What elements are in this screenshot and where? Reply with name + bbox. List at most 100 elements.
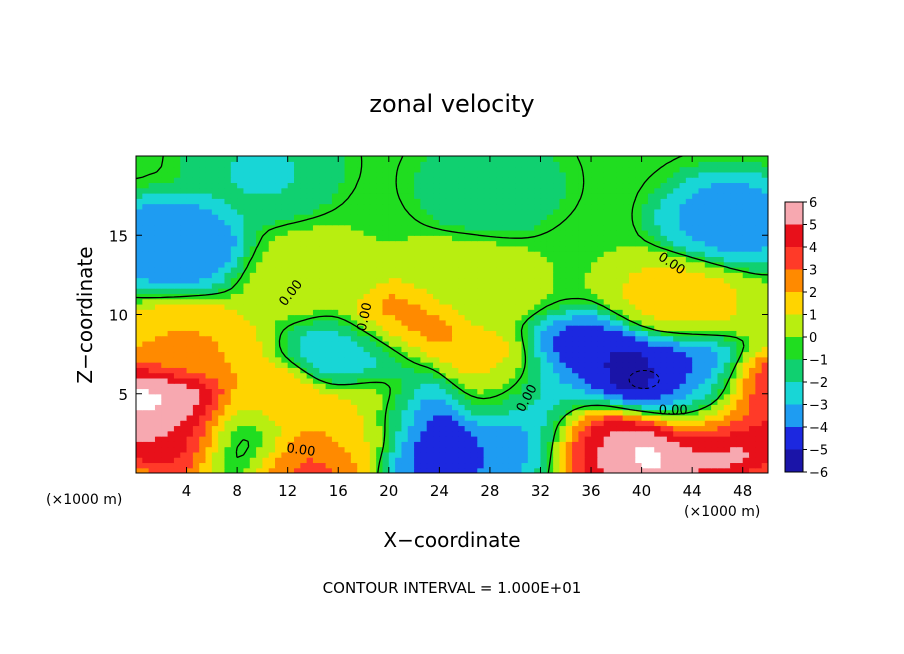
field-cell <box>464 451 472 458</box>
field-cell <box>136 303 143 310</box>
field-cell <box>350 293 358 300</box>
field-cell <box>502 372 510 379</box>
field-cell <box>433 451 440 458</box>
field-cell <box>382 425 390 432</box>
field-cell <box>249 409 257 416</box>
field-cell <box>730 467 737 473</box>
field-cell <box>167 409 175 416</box>
field-cell <box>597 356 605 363</box>
field-cell <box>382 451 390 458</box>
field-cell <box>161 219 169 226</box>
field-cell <box>502 303 510 310</box>
field-cell <box>224 219 232 226</box>
field-cell <box>452 319 459 326</box>
field-cell <box>199 251 207 257</box>
field-cell <box>281 383 289 390</box>
field-cell <box>673 377 681 384</box>
field-cell <box>578 420 586 427</box>
field-cell <box>414 340 421 347</box>
field-cell <box>407 362 415 368</box>
field-cell <box>540 256 548 263</box>
field-cell <box>224 293 232 300</box>
field-cell <box>136 330 143 337</box>
field-cell <box>420 245 428 252</box>
field-cell <box>154 414 162 421</box>
field-cell <box>306 409 314 416</box>
field-cell <box>698 367 706 374</box>
field-cell <box>515 224 523 231</box>
field-cell <box>673 430 681 437</box>
field-cell <box>186 214 194 220</box>
field-cell <box>698 441 706 448</box>
field-cell <box>218 399 226 405</box>
field-cell <box>502 356 510 363</box>
field-cell <box>483 229 491 236</box>
field-cell <box>363 309 371 316</box>
field-cell <box>572 293 579 300</box>
field-cell <box>186 309 194 316</box>
field-cell <box>300 409 308 416</box>
field-cell <box>205 436 213 442</box>
field-cell <box>426 240 434 247</box>
field-cell <box>458 272 466 279</box>
field-cell <box>679 309 687 316</box>
field-cell <box>312 425 320 432</box>
field-cell <box>628 288 636 294</box>
field-cell <box>452 351 459 358</box>
field-cell <box>439 224 447 231</box>
field-cell <box>470 288 478 294</box>
field-cell <box>262 362 270 368</box>
field-cell <box>553 330 561 337</box>
field-cell <box>458 457 466 464</box>
field-cell <box>407 256 415 263</box>
field-cell <box>559 298 567 305</box>
field-cell <box>673 282 681 289</box>
field-cell <box>749 414 756 421</box>
field-cell <box>578 372 586 379</box>
field-cell <box>167 277 175 284</box>
field-cell <box>136 256 143 263</box>
field-cell <box>654 356 662 363</box>
field-cell <box>369 383 377 390</box>
field-cell <box>167 224 175 231</box>
field-cell <box>382 372 390 379</box>
field-cell <box>534 229 542 236</box>
field-cell <box>369 356 377 363</box>
field-cell <box>546 288 554 294</box>
field-cell <box>237 229 245 236</box>
field-cell <box>376 420 384 427</box>
field-cell <box>647 425 655 432</box>
field-cell <box>211 420 219 427</box>
field-cell <box>470 335 478 342</box>
field-cell <box>755 335 763 342</box>
field-cell <box>256 346 263 353</box>
field-cell <box>230 330 238 337</box>
field-cell <box>591 214 598 220</box>
field-cell <box>357 393 365 400</box>
field-cell <box>628 409 636 416</box>
field-cell <box>755 404 763 411</box>
field-cell <box>692 224 700 231</box>
field-cell <box>287 219 295 226</box>
field-cell <box>635 309 643 316</box>
field-cell <box>306 288 314 294</box>
field-cell <box>338 282 346 289</box>
field-cell <box>300 425 308 432</box>
field-cell <box>483 309 491 316</box>
field-cell <box>527 420 535 427</box>
field-cell <box>369 446 377 453</box>
field-cell <box>306 430 314 437</box>
field-cell <box>363 214 371 220</box>
field-cell <box>565 224 573 231</box>
field-cell <box>161 409 169 416</box>
field-cell <box>527 414 535 421</box>
field-cell <box>344 409 352 416</box>
field-cell <box>578 377 586 384</box>
field-cell <box>262 383 270 390</box>
field-cell <box>167 367 175 374</box>
field-cell <box>395 383 403 390</box>
field-cell <box>527 377 535 384</box>
field-cell <box>142 346 150 353</box>
field-cell <box>407 451 415 458</box>
field-cell <box>230 362 238 368</box>
